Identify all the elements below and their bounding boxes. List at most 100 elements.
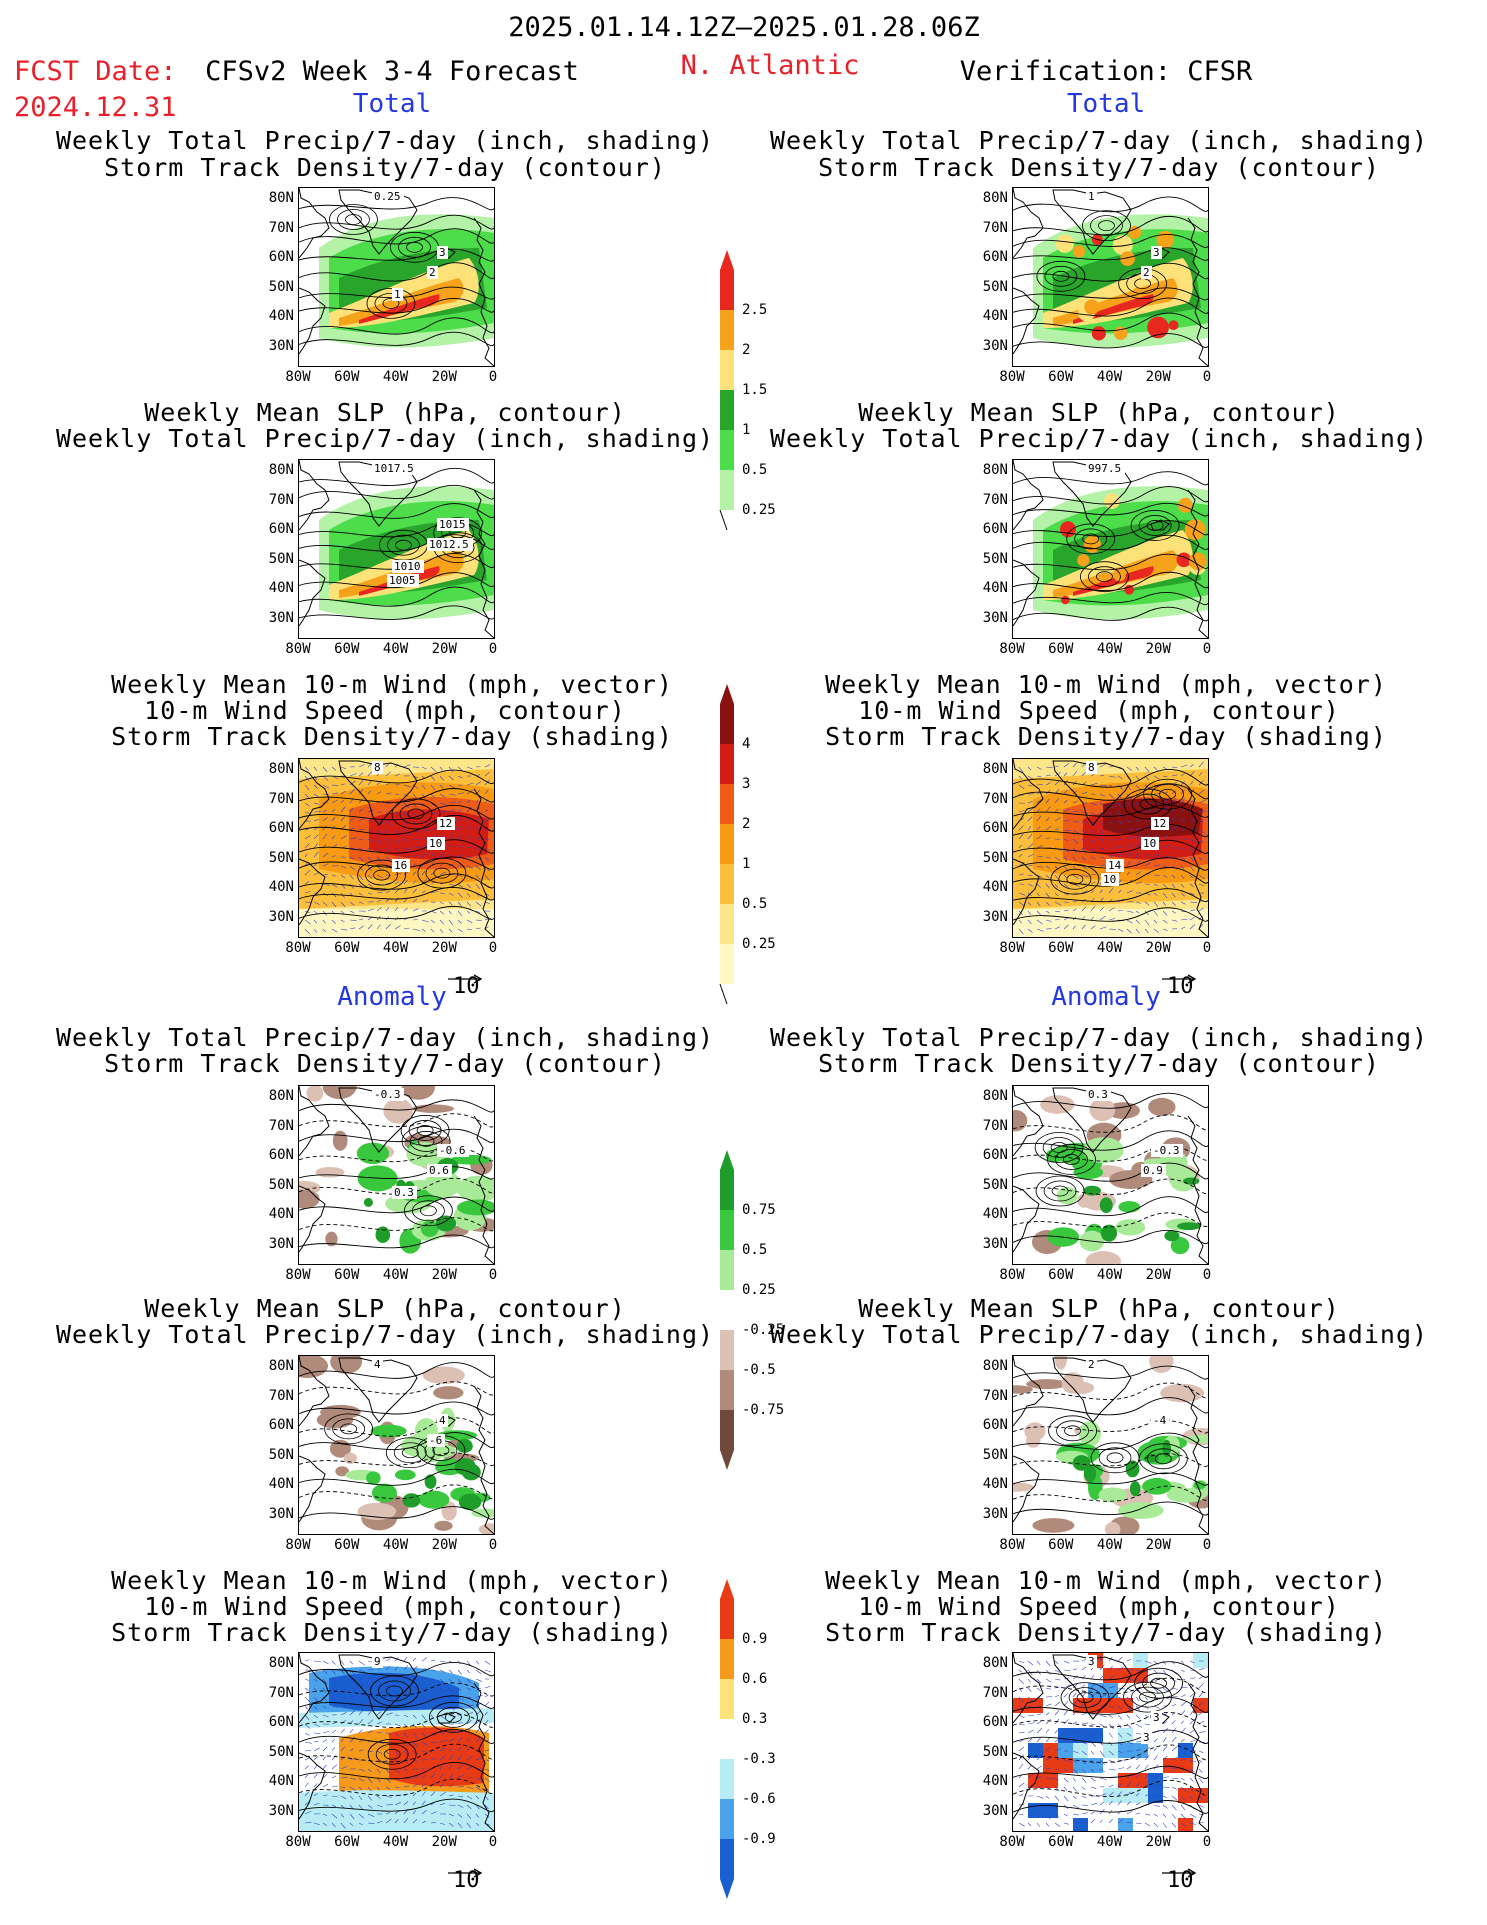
- colorbar-tick-label: -0.6: [742, 1791, 776, 1807]
- latitude-label: 80N: [268, 761, 294, 777]
- latitude-label: 70N: [982, 1387, 1008, 1404]
- map-panel: 1017.5 1015 1012.5 1010 1005: [298, 459, 495, 639]
- panel-title-line: Weekly Mean SLP (hPa, contour): [144, 398, 626, 427]
- longitude-label: 0: [1202, 1537, 1212, 1553]
- contour-label: 0.6: [427, 1164, 452, 1177]
- longitude-label: 20W: [431, 1267, 457, 1283]
- svg-text:3: 3: [1153, 246, 1160, 259]
- contour-label: 0.9: [1141, 1164, 1166, 1177]
- map-plot: -0.3 -0.6 0.6 0.3: [299, 1086, 494, 1264]
- contour-label: -0.3: [1151, 1144, 1183, 1157]
- longitude-label: 80W: [285, 1537, 311, 1553]
- panel-title-line: Weekly Mean 10-m Wind (mph, vector): [825, 670, 1387, 699]
- map-plot: 9: [299, 1653, 494, 1831]
- contour-label: 10: [427, 837, 445, 850]
- colorbar-tick-label: 2.5: [742, 302, 768, 318]
- contour-label: 10: [1101, 873, 1119, 886]
- panel-title-line: Weekly Total Precip/7-day (inch, shading…: [55, 1023, 715, 1052]
- vector-reference-arrow: 10: [447, 964, 483, 999]
- colorbar: [718, 1577, 736, 1906]
- latitude-label: 40N: [268, 1773, 294, 1789]
- latitude-label: 80N: [268, 1655, 294, 1671]
- latitude-label: 60N: [982, 820, 1008, 836]
- panel-title-line: Weekly Total Precip/7-day (inch, shading…: [55, 1320, 715, 1349]
- panel-title-line: Storm Track Density/7-day (contour): [104, 153, 666, 182]
- longitude-label: 60W: [1048, 1267, 1074, 1283]
- longitude-label: 0: [1202, 369, 1212, 385]
- panel-title-line: Storm Track Density/7-day (contour): [104, 1049, 666, 1078]
- fcst-date-value: 2024.12.31: [14, 92, 177, 123]
- longitude-label: 60W: [334, 369, 360, 385]
- colorbar-tick-label: -0.5: [742, 1362, 776, 1378]
- contour-label: 2: [1086, 1358, 1097, 1371]
- section-total-left: Total: [352, 89, 432, 119]
- latitude-label: 60N: [982, 1714, 1008, 1730]
- longitude-label: 80W: [285, 1834, 311, 1850]
- panel-title-line: Weekly Mean SLP (hPa, contour): [144, 1294, 626, 1323]
- svg-text:0.25: 0.25: [374, 190, 401, 203]
- vector-reference-arrow: 10: [447, 1858, 483, 1893]
- model-title: CFSv2 Week 3-4 Forecast: [205, 56, 579, 87]
- vector-reference-value: 10: [1167, 974, 1194, 999]
- latitude-label: 40N: [268, 879, 294, 895]
- vector-reference-arrow: 10: [1161, 964, 1197, 999]
- svg-text:8: 8: [374, 761, 381, 774]
- svg-text:1012.5: 1012.5: [429, 538, 469, 551]
- vector-reference-value: 10: [453, 974, 480, 999]
- latitude-label: 40N: [982, 879, 1008, 895]
- longitude-label: 40W: [1096, 940, 1123, 956]
- colorbar-tick-label: 1.5: [742, 382, 768, 398]
- panel-title-line: 10-m Wind Speed (mph, contour): [144, 696, 626, 725]
- section-total-right: Total: [1066, 89, 1146, 119]
- longitude-label: 40W: [1096, 1267, 1123, 1283]
- contour-label: 1015: [437, 518, 469, 531]
- longitude-label: 40W: [382, 1267, 409, 1283]
- latitude-label: 70N: [268, 1387, 294, 1404]
- colorbar-tick-label: 0.25: [742, 502, 776, 518]
- latitude-label: 40N: [268, 1206, 294, 1222]
- colorbar-tick-label: 3: [742, 776, 751, 792]
- svg-text:10: 10: [429, 837, 442, 850]
- longitude-label: 80W: [999, 369, 1025, 385]
- longitude-label: 80W: [285, 940, 311, 956]
- latitude-label: 30N: [982, 1235, 1008, 1252]
- longitude-label: 40W: [382, 1834, 409, 1850]
- longitude-label: 60W: [334, 1834, 360, 1850]
- svg-text:14: 14: [1108, 859, 1122, 872]
- fcst-date-label: FCST Date:: [14, 56, 177, 87]
- colorbar: [718, 248, 736, 537]
- longitude-label: 20W: [1145, 1267, 1171, 1283]
- colorbar-tick-label: 2: [742, 816, 751, 832]
- panel-title-line: 10-m Wind Speed (mph, contour): [858, 696, 1340, 725]
- longitude-label: 0: [488, 1537, 498, 1553]
- latitude-label: 50N: [982, 550, 1008, 567]
- panel-title-line: Weekly Mean SLP (hPa, contour): [858, 398, 1340, 427]
- contour-label: 3: [1141, 1731, 1152, 1744]
- longitude-label: 20W: [1145, 369, 1171, 385]
- latitude-label: 80N: [268, 190, 294, 206]
- forecast-period: 2025.01.14.12Z–2025.01.28.06Z: [508, 12, 980, 43]
- panel-title-line: Weekly Total Precip/7-day (inch, shading…: [55, 126, 715, 155]
- longitude-label: 0: [1202, 940, 1212, 956]
- longitude-label: 40W: [1096, 1537, 1123, 1553]
- panel-title-line: Weekly Total Precip/7-day (inch, shading…: [769, 424, 1429, 453]
- latitude-label: 30N: [268, 1235, 294, 1252]
- contour-label: 2: [427, 266, 438, 279]
- colorbar-tick-label: 1: [742, 422, 751, 438]
- longitude-label: 0: [1202, 1267, 1212, 1283]
- panel-title-line: Weekly Total Precip/7-day (inch, shading…: [55, 424, 715, 453]
- colorbar-tick-label: 2: [742, 342, 751, 358]
- latitude-label: 30N: [268, 337, 294, 354]
- map-panel: -0.3 -0.6 0.6 0.3: [298, 1085, 495, 1265]
- svg-text:2: 2: [1143, 266, 1150, 279]
- svg-text:12: 12: [1153, 817, 1166, 830]
- latitude-label: 60N: [268, 1714, 294, 1730]
- longitude-label: 60W: [334, 641, 360, 657]
- svg-text:1017.5: 1017.5: [374, 462, 414, 475]
- svg-text:0.3: 0.3: [394, 1186, 414, 1199]
- contour-label: 0.25: [372, 190, 404, 203]
- latitude-label: 60N: [268, 820, 294, 836]
- map-panel: 9: [298, 1652, 495, 1832]
